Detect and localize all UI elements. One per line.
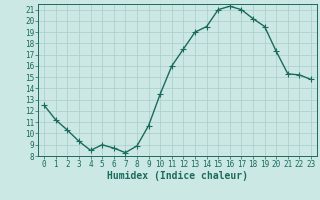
X-axis label: Humidex (Indice chaleur): Humidex (Indice chaleur) <box>107 171 248 181</box>
